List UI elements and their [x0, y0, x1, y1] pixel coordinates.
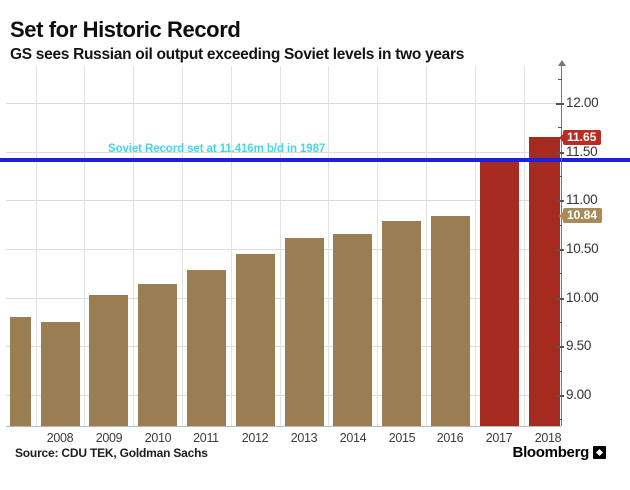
y-axis-tick	[556, 103, 564, 105]
brand: Bloomberg	[513, 444, 606, 461]
gridline-vertical	[280, 66, 281, 426]
chart-subtitle: GS sees Russian oil output exceeding Sov…	[10, 46, 465, 63]
gridline-vertical	[328, 66, 329, 426]
x-axis-tick-label: 2009	[95, 431, 123, 445]
x-axis-tick-label: 2008	[46, 431, 74, 445]
soviet-record-label: Soviet Record set at 11.416m b/d in 1987	[108, 143, 326, 155]
y-axis-minor-tick	[558, 419, 562, 420]
gridline-horizontal	[6, 103, 561, 104]
y-axis-minor-tick	[558, 79, 562, 80]
bar-2007	[10, 317, 31, 426]
gridline-horizontal	[6, 346, 561, 347]
gridline-horizontal	[6, 249, 561, 250]
y-axis-arrow-icon	[557, 60, 566, 66]
bloomberg-wordmark: Bloomberg	[512, 444, 590, 461]
y-axis-tick	[556, 298, 564, 300]
y-axis-minor-tick	[558, 322, 562, 323]
x-axis-tick-label: 2016	[436, 431, 464, 445]
y-axis-minor-tick	[558, 371, 562, 372]
gridline-vertical	[426, 66, 427, 426]
gridline-vertical	[475, 66, 476, 426]
bar-2017	[479, 161, 519, 426]
bar-2018	[528, 137, 560, 426]
gridline-horizontal	[6, 152, 561, 153]
x-axis-tick-label: 2014	[339, 431, 367, 445]
y-axis-tick	[556, 200, 564, 202]
bar-2013	[284, 238, 324, 426]
bar-2008	[40, 322, 80, 426]
bar-2012	[235, 253, 275, 426]
y-axis-tick-label: 10.00	[566, 290, 599, 305]
bar-2011	[186, 270, 226, 426]
soviet-record-line	[0, 158, 630, 162]
gridline-horizontal	[6, 298, 561, 299]
bar-2014	[333, 234, 373, 426]
y-axis-tick	[556, 249, 564, 251]
x-axis-tick-label: 2011	[193, 431, 219, 445]
source-note: Source: CDU TEK, Goldman Sachs	[15, 446, 208, 460]
y-axis-minor-tick	[558, 176, 562, 177]
y-axis-line	[561, 66, 562, 426]
x-axis-tick-label: 2010	[144, 431, 172, 445]
gridline-vertical	[524, 66, 525, 426]
x-axis-tick-label: 2018	[534, 431, 562, 445]
y-axis-tick-label: 9.00	[566, 387, 592, 402]
x-axis-tick-label: 2015	[388, 431, 416, 445]
y-axis-tick	[556, 395, 564, 397]
bar-2009	[89, 294, 129, 426]
y-axis-tick-label: 12.00	[566, 95, 599, 110]
gridline-vertical	[182, 66, 183, 426]
gridline-vertical	[133, 66, 134, 426]
last-value-badge: 11.65	[558, 130, 602, 145]
y-axis-minor-tick	[558, 225, 562, 226]
bar-2016	[430, 215, 470, 426]
x-axis-line	[6, 426, 561, 427]
gridline-vertical	[36, 66, 37, 426]
last-value-badge: 10.84	[558, 208, 603, 223]
gridline-horizontal	[6, 200, 561, 201]
gridline-vertical	[231, 66, 232, 426]
x-axis-tick-label: 2012	[241, 431, 269, 445]
bloomberg-diamond-icon	[593, 446, 606, 459]
y-axis-minor-tick	[558, 273, 562, 274]
y-axis-tick-label: 9.50	[566, 338, 592, 353]
y-axis-tick-label: 11.50	[566, 144, 598, 159]
bar-2015	[382, 220, 422, 426]
y-axis-minor-tick	[558, 127, 562, 128]
x-axis-tick-label: 2013	[290, 431, 318, 445]
y-axis-tick-label: 10.50	[566, 241, 599, 256]
x-axis-tick-label: 2017	[485, 431, 513, 445]
gridline-vertical	[84, 66, 85, 426]
y-axis-tick-label: 11.00	[566, 192, 598, 207]
y-axis-tick	[556, 346, 564, 348]
y-axis-tick	[556, 152, 564, 154]
page-title: Set for Historic Record	[10, 17, 241, 42]
gridline-horizontal	[6, 395, 561, 396]
bar-2010	[138, 284, 178, 426]
gridline-vertical	[377, 66, 378, 426]
